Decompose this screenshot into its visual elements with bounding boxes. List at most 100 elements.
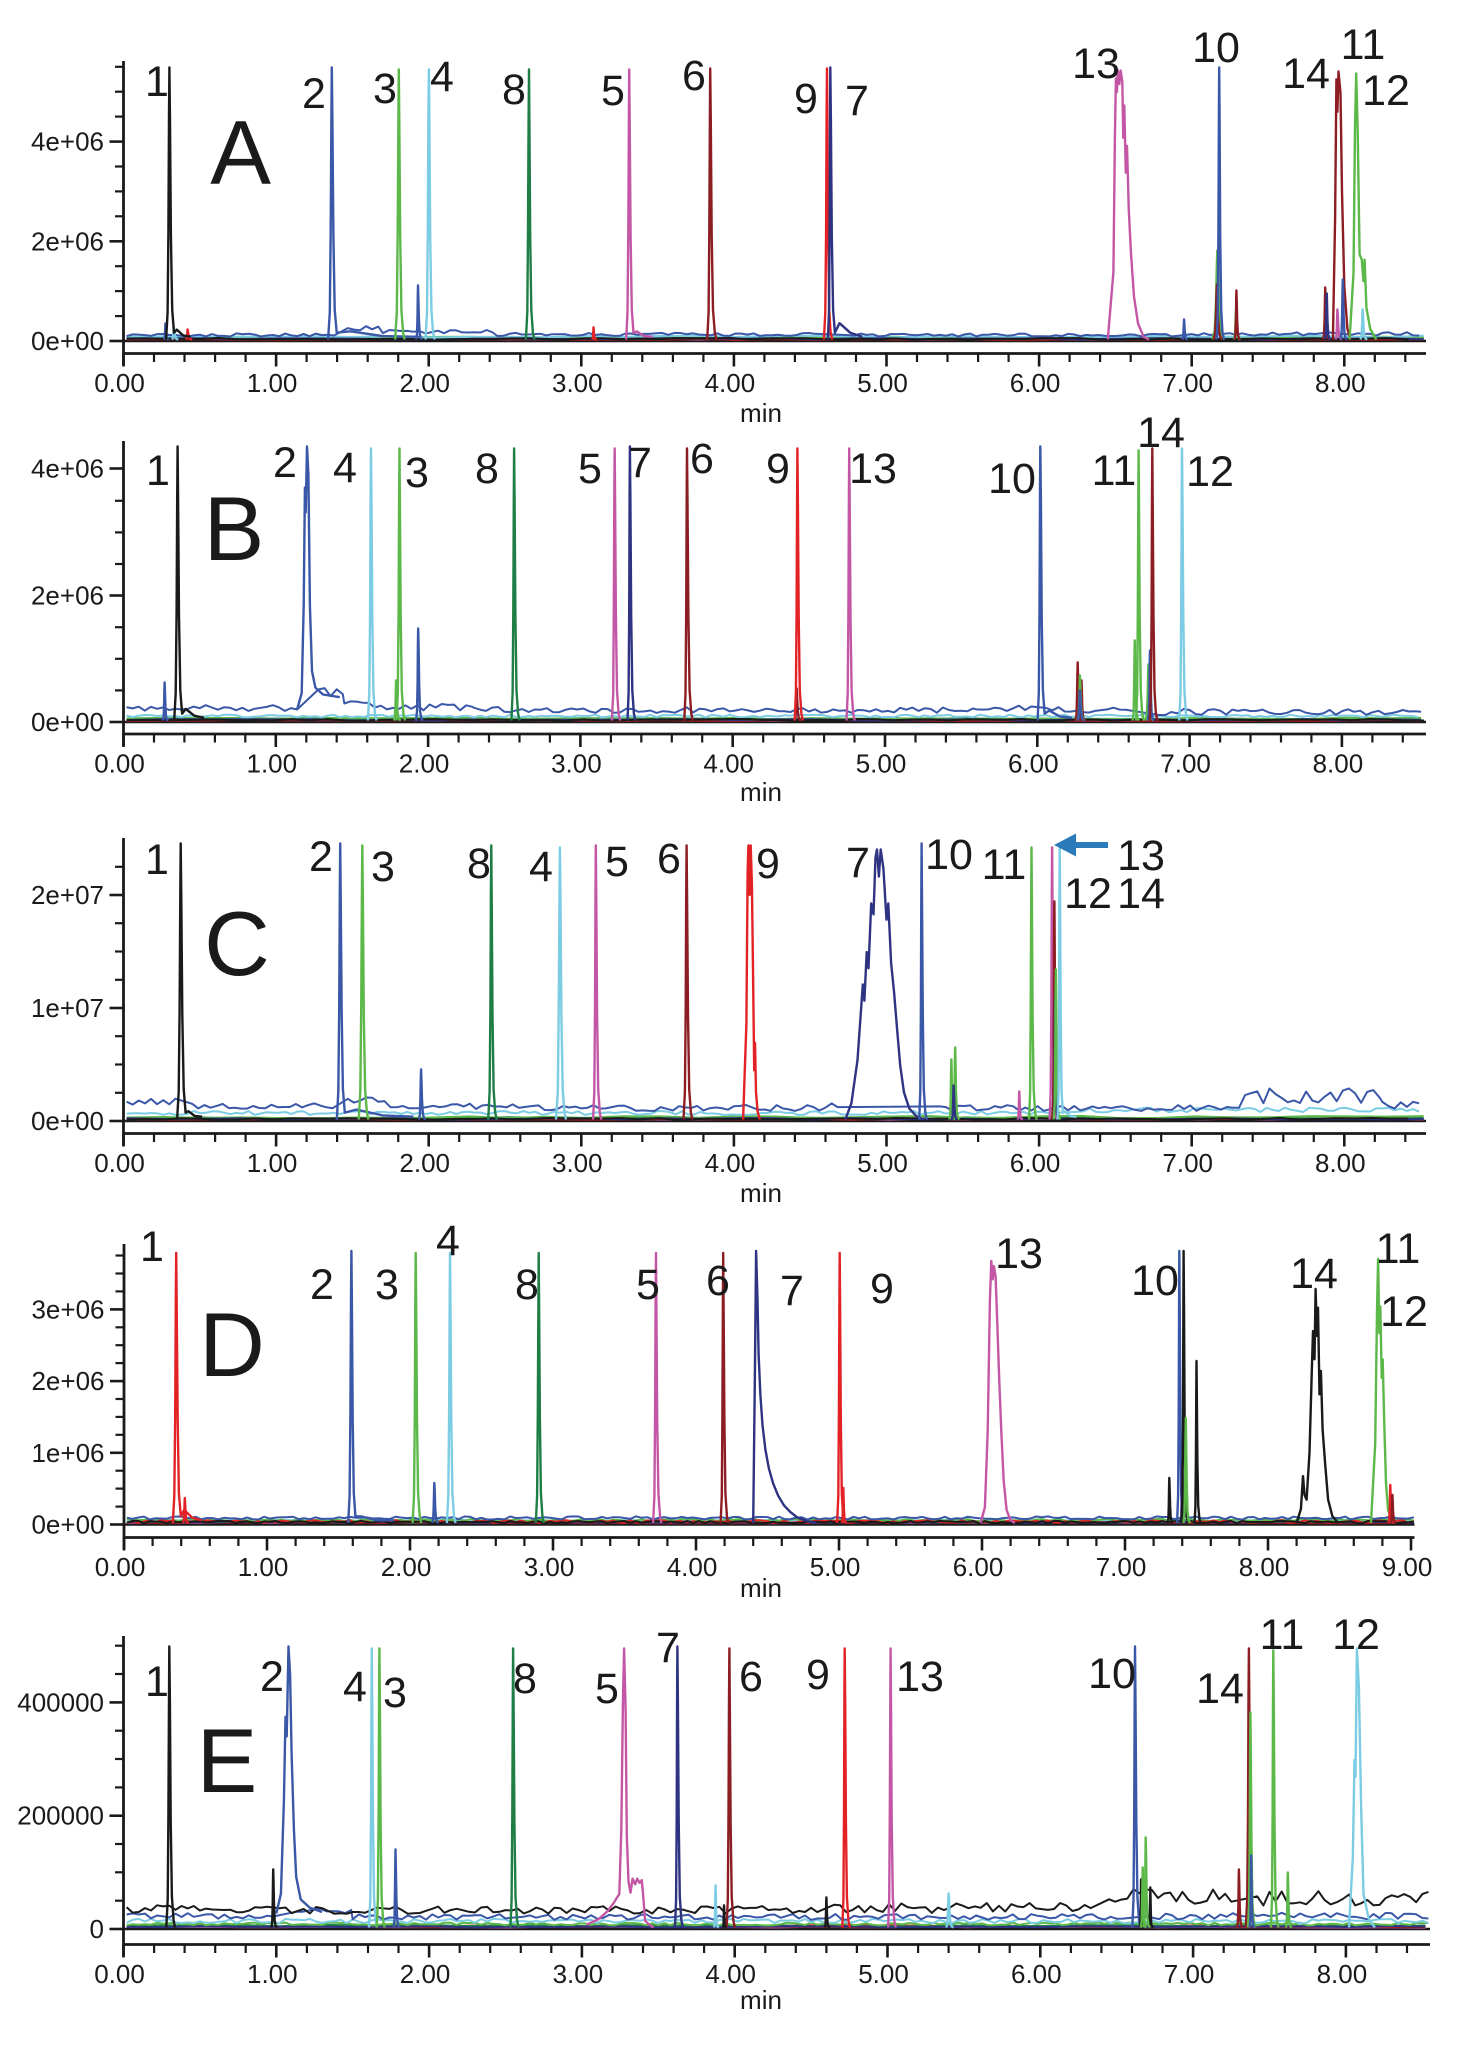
svg-text:min: min <box>740 1178 782 1208</box>
svg-text:3.00: 3.00 <box>524 1552 575 1582</box>
svg-text:12: 12 <box>1380 1288 1428 1336</box>
svg-text:6.00: 6.00 <box>1011 1959 1062 1989</box>
svg-text:1e+07: 1e+07 <box>31 993 104 1023</box>
svg-text:0: 0 <box>90 1914 104 1944</box>
svg-text:3: 3 <box>371 843 395 891</box>
svg-text:10: 10 <box>1088 1650 1136 1698</box>
svg-text:7.00: 7.00 <box>1096 1552 1147 1582</box>
svg-text:5: 5 <box>578 445 602 493</box>
svg-text:4.00: 4.00 <box>667 1552 718 1582</box>
svg-text:5.00: 5.00 <box>856 749 907 779</box>
svg-text:14: 14 <box>1137 409 1185 457</box>
svg-text:7.00: 7.00 <box>1160 749 1211 779</box>
svg-text:3.00: 3.00 <box>553 1959 604 1989</box>
svg-text:9: 9 <box>756 840 780 888</box>
svg-text:5: 5 <box>595 1665 619 1713</box>
svg-text:5: 5 <box>605 838 629 886</box>
svg-text:11: 11 <box>982 841 1027 889</box>
svg-text:0.00: 0.00 <box>94 1148 145 1178</box>
svg-text:6.00: 6.00 <box>1008 749 1059 779</box>
svg-text:10: 10 <box>925 831 973 879</box>
svg-text:4.00: 4.00 <box>705 1959 756 1989</box>
svg-text:min: min <box>740 1573 782 1603</box>
svg-text:4: 4 <box>333 444 357 492</box>
svg-text:6: 6 <box>682 52 706 100</box>
svg-text:3: 3 <box>383 1669 407 1717</box>
svg-text:1.00: 1.00 <box>238 1552 289 1582</box>
svg-text:8: 8 <box>515 1261 539 1309</box>
svg-text:8: 8 <box>513 1655 537 1703</box>
svg-text:9: 9 <box>870 1265 894 1313</box>
svg-text:5: 5 <box>601 67 625 115</box>
svg-text:8.00: 8.00 <box>1239 1552 1290 1582</box>
svg-text:13: 13 <box>995 1230 1043 1278</box>
svg-text:2e+06: 2e+06 <box>31 226 104 256</box>
svg-text:6: 6 <box>657 835 681 883</box>
svg-text:0.00: 0.00 <box>94 1959 145 1989</box>
svg-text:1.00: 1.00 <box>246 749 297 779</box>
svg-text:6.00: 6.00 <box>1010 1148 1061 1178</box>
svg-text:13: 13 <box>1117 832 1165 880</box>
svg-text:2e+06: 2e+06 <box>31 581 104 611</box>
svg-text:4.00: 4.00 <box>705 1148 756 1178</box>
svg-text:B: B <box>204 479 265 580</box>
svg-text:200000: 200000 <box>17 1801 104 1831</box>
svg-text:10: 10 <box>1192 24 1240 72</box>
svg-text:D: D <box>199 1295 265 1396</box>
svg-text:4e+06: 4e+06 <box>31 454 104 484</box>
svg-text:1.00: 1.00 <box>247 1148 298 1178</box>
svg-text:8.00: 8.00 <box>1315 368 1366 398</box>
svg-text:1.00: 1.00 <box>247 1959 298 1989</box>
svg-text:0e+00: 0e+00 <box>31 1510 104 1540</box>
svg-text:2.00: 2.00 <box>399 1148 450 1178</box>
svg-text:min: min <box>740 1985 782 2015</box>
svg-text:3e+06: 3e+06 <box>31 1294 104 1324</box>
svg-text:1: 1 <box>140 1223 164 1271</box>
svg-text:8: 8 <box>467 840 491 888</box>
svg-text:7: 7 <box>780 1267 804 1315</box>
svg-text:7: 7 <box>845 77 869 125</box>
svg-text:2.00: 2.00 <box>400 1959 451 1989</box>
svg-text:4: 4 <box>436 1217 460 1265</box>
svg-text:12: 12 <box>1186 448 1234 496</box>
svg-text:3: 3 <box>375 1261 399 1309</box>
svg-text:8: 8 <box>502 66 526 114</box>
svg-text:min: min <box>740 398 782 428</box>
svg-text:6.00: 6.00 <box>1010 368 1061 398</box>
svg-text:8.00: 8.00 <box>1313 749 1364 779</box>
svg-text:2: 2 <box>260 1653 284 1701</box>
svg-text:2: 2 <box>310 1261 334 1309</box>
svg-text:min: min <box>740 777 782 807</box>
svg-text:1: 1 <box>145 1658 169 1706</box>
svg-text:7.00: 7.00 <box>1162 368 1213 398</box>
svg-text:12: 12 <box>1064 870 1112 918</box>
svg-text:11: 11 <box>1260 1611 1305 1659</box>
svg-text:0.00: 0.00 <box>95 1552 146 1582</box>
svg-text:4: 4 <box>529 843 553 891</box>
svg-text:8.00: 8.00 <box>1317 1959 1368 1989</box>
svg-text:3.00: 3.00 <box>551 749 602 779</box>
svg-text:14: 14 <box>1282 50 1330 98</box>
svg-text:14: 14 <box>1117 870 1165 918</box>
svg-text:12: 12 <box>1362 67 1410 115</box>
svg-text:1.00: 1.00 <box>247 368 298 398</box>
svg-text:9: 9 <box>794 75 818 123</box>
svg-text:E: E <box>197 1711 258 1812</box>
svg-text:5.00: 5.00 <box>857 1148 908 1178</box>
svg-text:14: 14 <box>1196 1665 1244 1713</box>
svg-text:0.00: 0.00 <box>94 368 145 398</box>
svg-text:2: 2 <box>273 439 297 487</box>
svg-text:11: 11 <box>1092 447 1137 495</box>
svg-text:1e+06: 1e+06 <box>31 1438 104 1468</box>
svg-text:C: C <box>204 894 270 995</box>
svg-text:3.00: 3.00 <box>552 368 603 398</box>
svg-text:5.00: 5.00 <box>810 1552 861 1582</box>
svg-text:2e+07: 2e+07 <box>31 880 104 910</box>
svg-text:5.00: 5.00 <box>858 1959 909 1989</box>
svg-text:6: 6 <box>706 1257 730 1305</box>
svg-text:14: 14 <box>1290 1250 1338 1298</box>
svg-text:13: 13 <box>1072 40 1120 88</box>
svg-text:7.00: 7.00 <box>1164 1959 1215 1989</box>
svg-text:8.00: 8.00 <box>1315 1148 1366 1178</box>
svg-text:4: 4 <box>430 53 454 101</box>
